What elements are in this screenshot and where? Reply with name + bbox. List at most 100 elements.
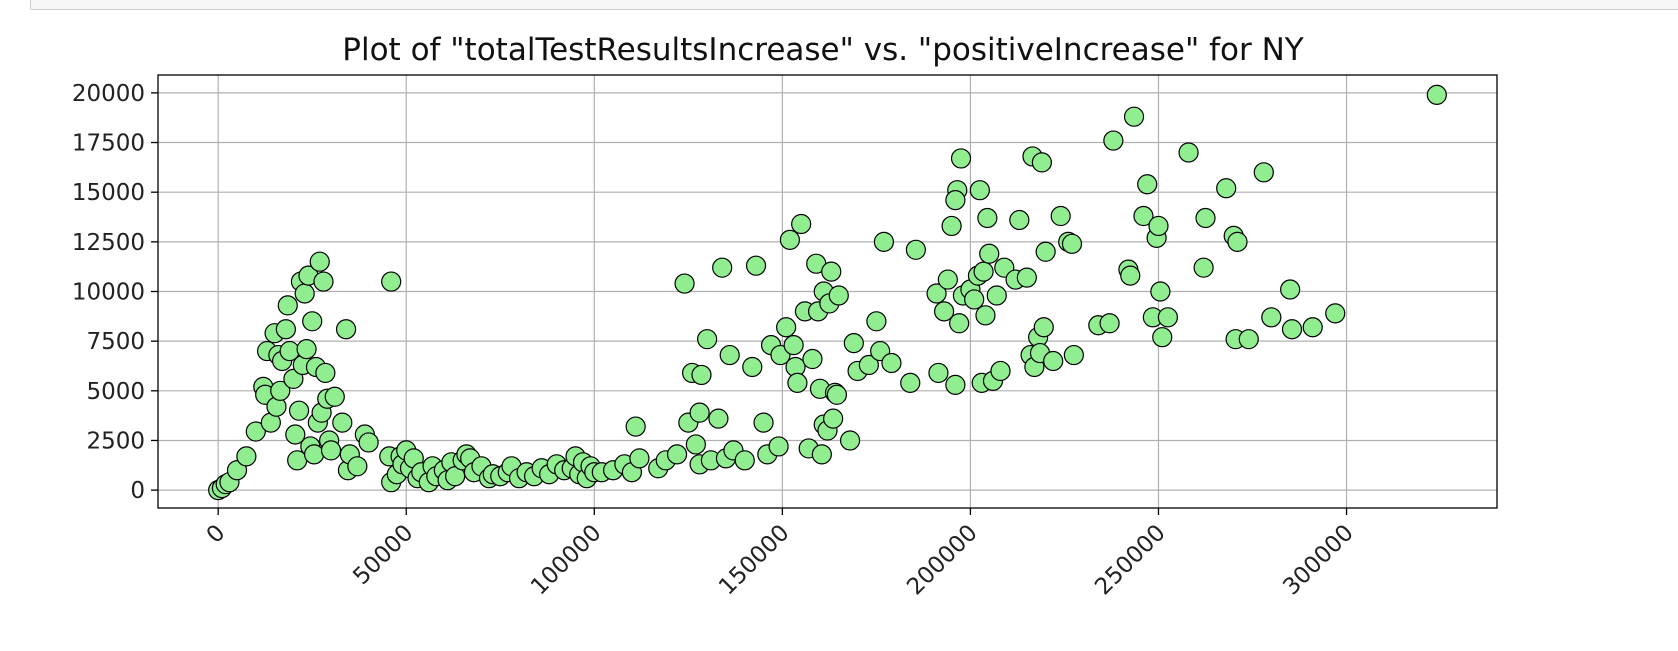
data-point (1195, 207, 1216, 229)
data-point (1238, 329, 1259, 350)
data-point (288, 400, 310, 421)
data-point (986, 285, 1007, 306)
data-point (689, 402, 710, 423)
data-point (277, 295, 298, 316)
data-point (1148, 215, 1169, 237)
data-point (977, 207, 998, 229)
data-point (719, 344, 740, 366)
y-tick-label: 0 (130, 478, 145, 504)
data-point (783, 335, 804, 356)
x-tick-label: 50000 (348, 520, 418, 590)
data-point (1123, 106, 1145, 127)
data-point (1120, 265, 1141, 286)
data-point (1009, 209, 1030, 231)
data-point (843, 333, 864, 354)
data-point (1137, 174, 1158, 195)
y-tick-label: 10000 (72, 280, 145, 306)
data-point (1227, 231, 1248, 252)
data-point (1302, 317, 1323, 338)
data-point (866, 311, 887, 332)
data-point (335, 319, 357, 340)
y-tick-label: 15000 (72, 180, 145, 206)
data-point (712, 257, 733, 278)
data-point (245, 421, 266, 442)
data-point (802, 348, 823, 370)
data-point (708, 408, 729, 429)
data-point (674, 273, 695, 294)
data-point (858, 354, 879, 376)
data-point (926, 283, 947, 304)
data-point (302, 311, 323, 332)
x-tick-label: 250000 (1090, 520, 1170, 600)
data-point (1193, 257, 1214, 278)
x-tick-label: 150000 (714, 520, 794, 600)
data-point (881, 352, 902, 374)
data-point (1043, 350, 1064, 372)
data-point (1099, 313, 1120, 334)
data-point (839, 430, 861, 451)
data-point (315, 362, 336, 384)
data-point (1035, 241, 1056, 262)
data-point (1031, 152, 1052, 173)
data-point (1325, 303, 1346, 324)
data-point (1152, 327, 1173, 348)
data-point (900, 372, 921, 393)
data-point (979, 243, 1000, 264)
data-point (950, 148, 972, 169)
data-point (990, 360, 1011, 382)
y-axis-ticks: 0 2500 5000 7500 10000 12500 15000 17500 20000 (72, 81, 158, 504)
data-point (1103, 130, 1124, 151)
data-point (275, 319, 296, 340)
data-point (303, 444, 325, 465)
data-point (313, 271, 334, 292)
data-point (1426, 84, 1447, 105)
data-point (1133, 205, 1154, 227)
data-point (821, 261, 842, 282)
data-point (791, 213, 812, 235)
data-point (753, 412, 774, 433)
data-point (309, 251, 330, 272)
data-point (969, 180, 990, 201)
x-tick-label: 0 (202, 520, 231, 549)
data-point (625, 416, 646, 437)
data-point (1050, 205, 1071, 227)
data-point (873, 231, 895, 252)
data-point (937, 269, 958, 290)
data-point (1216, 178, 1237, 199)
data-point (973, 261, 994, 282)
data-point (1150, 281, 1171, 302)
data-point (945, 374, 966, 395)
data-point (666, 444, 688, 465)
data-point (941, 215, 962, 237)
data-point (324, 386, 345, 407)
data-point (1178, 142, 1199, 163)
x-tick-label: 200000 (902, 520, 982, 600)
data-point (332, 412, 353, 433)
data-point (823, 408, 844, 429)
data-point (933, 301, 955, 322)
data-point (226, 460, 248, 481)
x-tick-label: 100000 (526, 520, 606, 600)
x-tick-label: 300000 (1278, 520, 1358, 600)
data-point (779, 229, 800, 250)
data-point (1281, 319, 1303, 340)
data-point (1157, 307, 1178, 328)
data-points (208, 84, 1447, 501)
notebook-cell-border (30, 0, 1678, 10)
x-axis-ticks: 0 50000 100000 150000 200000 250000 300000 (202, 508, 1359, 600)
data-point (742, 356, 763, 378)
data-point (1061, 233, 1083, 254)
data-point (928, 362, 949, 384)
data-point (1016, 267, 1037, 288)
data-point (1253, 162, 1274, 183)
y-tick-label: 5000 (86, 379, 145, 405)
data-point (826, 384, 848, 405)
data-point (629, 448, 650, 469)
data-point (1261, 307, 1282, 328)
y-tick-label: 17500 (72, 131, 145, 157)
data-point (828, 285, 849, 306)
data-point (734, 450, 755, 471)
data-point (236, 446, 257, 467)
data-point (294, 283, 315, 304)
